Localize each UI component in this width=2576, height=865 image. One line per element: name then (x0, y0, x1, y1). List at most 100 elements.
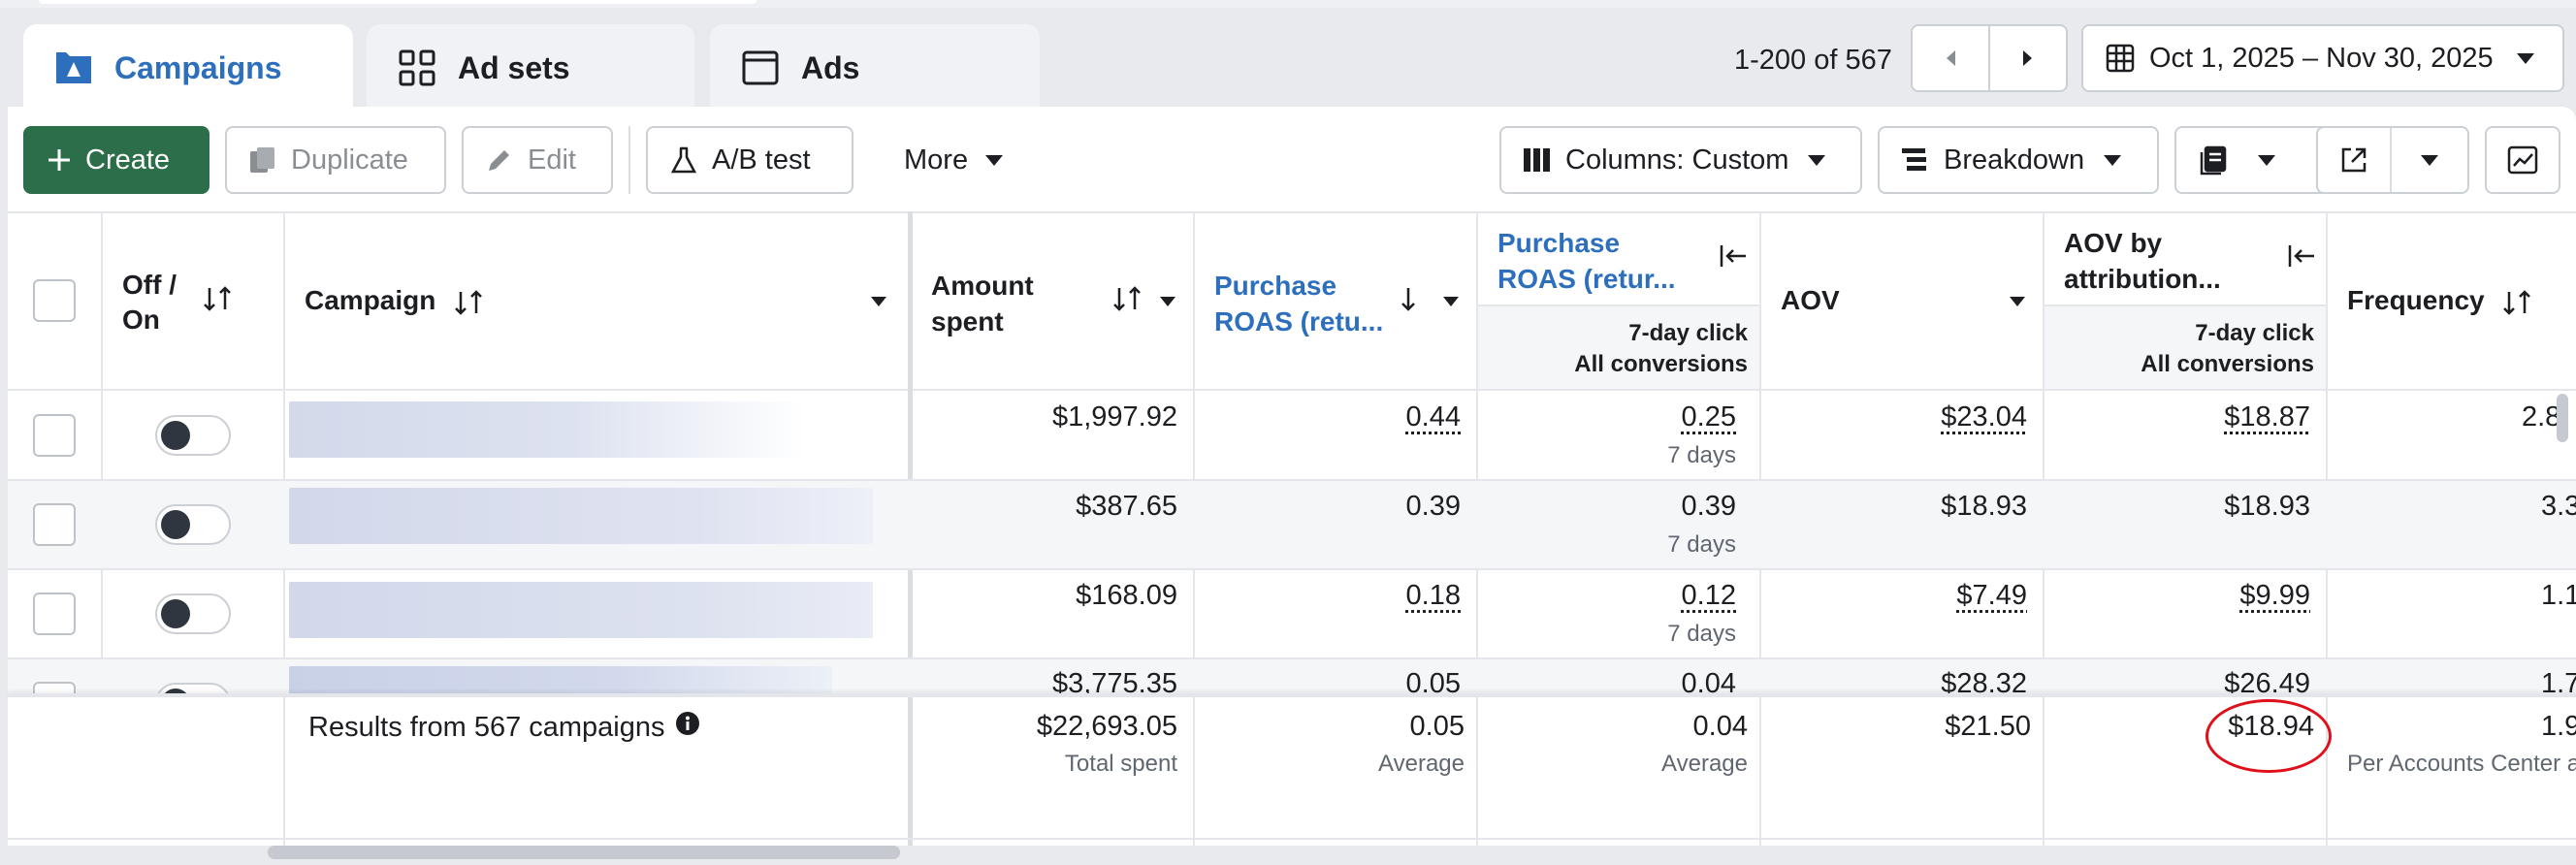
duplicate-label: Duplicate (291, 144, 408, 176)
column-header-aov[interactable]: AOV (1781, 285, 1840, 316)
purchase-roas-value[interactable]: 0.18 (1405, 580, 1461, 611)
roas-b-subheader: 7-day click All conversions (1478, 318, 1748, 380)
chevron-down-icon[interactable] (2010, 297, 2025, 306)
summary-divider (8, 693, 2576, 697)
table-row[interactable]: $3,775.35 0.05 0.04 $28.32 $26.49 1.7 (8, 658, 2576, 694)
chevron-down-icon[interactable] (1443, 297, 1459, 306)
table-bottom-border (8, 838, 2576, 840)
tab-ads[interactable]: Ads (710, 24, 1040, 112)
select-all-checkbox[interactable] (33, 279, 76, 322)
vertical-scrollbar[interactable] (2557, 394, 2568, 442)
summary-purchase-roas: 0.05 (1409, 711, 1465, 742)
duplicate-icon (248, 145, 277, 175)
campaign-name-redacted[interactable] (289, 582, 873, 638)
col-divider (2043, 697, 2045, 846)
ab-test-label: A/B test (712, 144, 811, 176)
campaign-toggle[interactable] (155, 593, 231, 634)
toggle-knob (161, 689, 190, 694)
horizontal-scrollbar[interactable] (268, 846, 900, 859)
chevron-right-icon (2023, 50, 2032, 66)
column-header-amount-spent[interactable]: Amount spent (931, 268, 1034, 339)
campaign-toggle[interactable] (155, 415, 231, 456)
column-header-campaign[interactable]: Campaign (305, 285, 486, 316)
off-on-header-line1: Off / (122, 270, 177, 300)
columns-button[interactable]: Columns: Custom (1499, 126, 1862, 194)
aov-value[interactable]: $7.49 (1956, 580, 2027, 611)
chart-button[interactable] (2485, 126, 2560, 194)
columns-label: Columns: Custom (1565, 144, 1789, 176)
frequency-value: 2.8 (2522, 401, 2561, 432)
roas-b-window-label: 7-day click (1628, 320, 1748, 346)
collapse-left-icon[interactable] (2287, 242, 2318, 270)
sort-icon[interactable] (202, 285, 235, 312)
campaign-header-label: Campaign (305, 285, 436, 315)
campaign-name-redacted[interactable] (289, 488, 873, 544)
roas-b-header-line1: Purchase (1497, 228, 1621, 258)
info-icon[interactable] (675, 711, 700, 744)
sort-descending-icon[interactable] (1399, 285, 1418, 312)
frozen-col-divider (908, 697, 913, 846)
tab-campaigns[interactable]: Campaigns (23, 24, 353, 112)
attribution-window-note: 7 days (1667, 621, 1736, 647)
row-checkbox[interactable] (33, 682, 76, 694)
create-button[interactable]: Create (23, 126, 209, 194)
sort-icon[interactable] (1111, 285, 1144, 312)
chevron-down-icon[interactable] (871, 297, 886, 306)
plus-icon (47, 147, 72, 173)
purchase-roas-value[interactable]: 0.44 (1405, 401, 1461, 432)
purchase-roas-value: 0.39 (1405, 491, 1461, 522)
next-page-button[interactable] (1988, 24, 2068, 92)
edit-button[interactable]: Edit (462, 126, 613, 194)
column-header-purchase-roas[interactable]: Purchase ROAS (retu... (1214, 268, 1383, 339)
frequency-header-label: Frequency (2347, 285, 2485, 315)
duplicate-button[interactable]: Duplicate (225, 126, 446, 194)
off-on-header-line2: On (122, 304, 160, 335)
aov-attr-subheader: 7-day click All conversions (2045, 318, 2314, 380)
chevron-down-icon (1808, 154, 1826, 166)
column-header-aov-attribution[interactable]: AOV by attribution... (2064, 225, 2221, 297)
amount-spent-value: $168.09 (1076, 580, 1177, 611)
breakdown-button[interactable]: Breakdown (1878, 126, 2159, 194)
summary-roas-attr-caption: Average (1661, 751, 1748, 777)
amount-header-line1: Amount (931, 271, 1034, 301)
chevron-down-icon (2421, 154, 2438, 166)
create-label: Create (85, 144, 171, 176)
more-button[interactable]: More (883, 126, 1028, 194)
aov-attr-value: $26.49 (2224, 668, 2310, 694)
summary-results-text: Results from 567 campaigns (308, 711, 665, 743)
aov-attr-value: $18.93 (2224, 491, 2310, 522)
previous-page-button[interactable] (1911, 24, 1990, 92)
summary-roas-caption: Average (1378, 751, 1465, 777)
export-dropdown-button[interactable] (2399, 128, 2458, 192)
aov-value[interactable]: $23.04 (1941, 401, 2027, 432)
export-button[interactable] (2316, 126, 2469, 194)
purchase-roas-attr-value[interactable]: 0.25 (1681, 401, 1736, 432)
table-top-border (8, 211, 2576, 213)
chevron-down-icon (2258, 154, 2275, 166)
purchase-roas-attr-value[interactable]: 0.12 (1681, 580, 1736, 611)
row-checkbox[interactable] (33, 414, 76, 457)
campaign-name-redacted[interactable] (289, 401, 805, 458)
summary-aov: $21.50 (1945, 711, 2031, 742)
row-checkbox[interactable] (33, 593, 76, 635)
campaign-toggle[interactable] (155, 504, 231, 545)
column-header-purchase-roas-attribution[interactable]: Purchase ROAS (retur... (1497, 225, 1676, 297)
campaign-name-redacted[interactable] (289, 666, 832, 694)
tab-ad-sets[interactable]: Ad sets (367, 24, 694, 112)
date-range-picker[interactable]: Oct 1, 2025 – Nov 30, 2025 (2081, 24, 2564, 92)
sort-icon (2503, 289, 2531, 315)
purchase-roas-attr-value: 0.39 (1681, 491, 1736, 522)
ab-test-button[interactable]: A/B test (646, 126, 853, 194)
amount-spent-value: $1,997.92 (1051, 401, 1177, 432)
collapse-left-icon[interactable] (1719, 242, 1750, 270)
trend-chart-icon (2507, 145, 2538, 175)
row-checkbox[interactable] (33, 503, 76, 546)
column-header-off-on[interactable]: Off / On (122, 268, 177, 337)
aov-attr-value[interactable]: $18.87 (2224, 401, 2310, 432)
column-header-frequency[interactable]: Frequency (2347, 285, 2534, 316)
amount-header-line2: spent (931, 306, 1004, 336)
aov-attr-value[interactable]: $9.99 (2239, 580, 2310, 611)
summary-purchase-roas-attr: 0.04 (1692, 711, 1748, 742)
chevron-down-icon (2516, 52, 2534, 64)
chevron-down-icon[interactable] (1160, 297, 1175, 306)
